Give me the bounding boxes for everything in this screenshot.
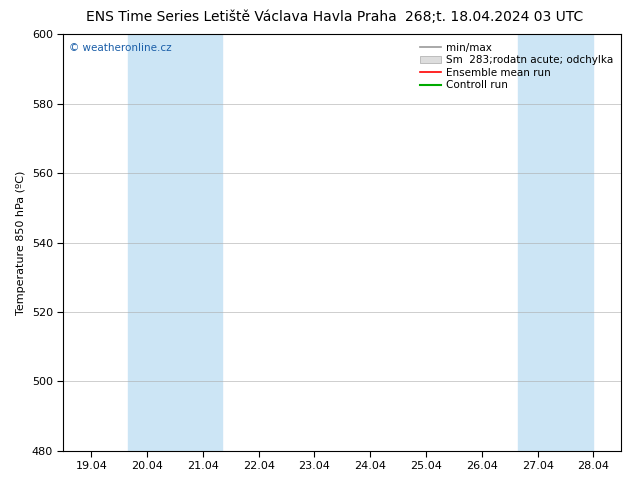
Y-axis label: Temperature 850 hPa (ºC): Temperature 850 hPa (ºC) xyxy=(16,171,26,315)
Bar xyxy=(518,34,593,451)
Text: ENS Time Series Letiště Václava Havla Praha: ENS Time Series Letiště Václava Havla Pr… xyxy=(86,10,396,24)
Text: 268;t. 18.04.2024 03 UTC: 268;t. 18.04.2024 03 UTC xyxy=(405,10,584,24)
Text: © weatheronline.cz: © weatheronline.cz xyxy=(69,43,172,52)
Bar xyxy=(127,34,223,451)
Legend: min/max, Sm  283;rodatn acute; odchylka, Ensemble mean run, Controll run: min/max, Sm 283;rodatn acute; odchylka, … xyxy=(417,40,616,94)
